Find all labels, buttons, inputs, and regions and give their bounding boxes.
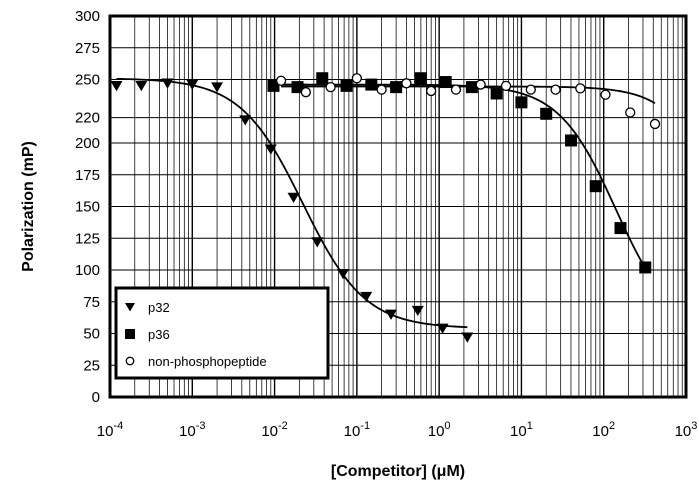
y-tick-label: 75	[83, 294, 100, 311]
fit-curve-0	[116, 77, 468, 329]
data-point-2	[550, 84, 561, 95]
data-point-1	[291, 81, 304, 94]
data-point-2	[376, 84, 387, 95]
data-point-0	[411, 305, 424, 317]
data-point-0	[461, 332, 474, 343]
y-tick-label: 300	[75, 8, 100, 25]
y-axis-label: Polarization (mP)	[20, 141, 37, 272]
data-point-1	[414, 72, 427, 85]
data-point-0	[211, 82, 224, 93]
y-tick-label: 150	[75, 199, 100, 216]
legend-label: p32	[148, 300, 170, 315]
data-point-2	[401, 78, 412, 89]
data-point-1	[316, 72, 329, 85]
legend-label: non-phosphopeptide	[148, 354, 267, 369]
data-point-1	[540, 107, 553, 120]
data-point-2	[351, 73, 363, 84]
data-point-1	[490, 87, 503, 100]
data-point-2	[525, 84, 536, 95]
data-point-0	[360, 291, 373, 303]
data-point-1	[340, 79, 353, 92]
data-point-1	[564, 134, 577, 147]
legend-marker	[125, 356, 135, 366]
x-axis-label: [Competitor] (μM)	[331, 463, 465, 480]
data-point-0	[161, 78, 174, 89]
data-point-0	[186, 79, 199, 90]
y-tick-label: 250	[75, 72, 100, 89]
data-point-2	[275, 75, 287, 86]
legend: p32 p36 non-phosphopeptide	[114, 286, 330, 380]
data-point-0	[264, 144, 277, 155]
data-point-2	[625, 107, 636, 118]
legend-label: p36	[148, 327, 170, 342]
y-tick-label: 100	[75, 262, 100, 279]
legend-marker	[125, 329, 135, 339]
tick-labels: 0 25 50 75 100 125 150 175 200 220 250 275 300 10-4 10…	[75, 8, 697, 440]
legend-item-p36: p36	[125, 327, 170, 342]
data-point-1	[614, 222, 627, 235]
data-point-0	[385, 309, 398, 320]
data-point-0	[239, 115, 252, 126]
x-tick-label: 10-1	[344, 420, 370, 440]
data-point-2	[300, 87, 312, 98]
data-point-0	[311, 237, 324, 248]
data-point-2	[325, 81, 336, 93]
data-point-0	[337, 269, 350, 280]
data-point-1	[589, 180, 602, 193]
y-tick-label: 25	[83, 357, 100, 374]
x-tick-label: 103	[675, 420, 698, 440]
plot-frame	[108, 14, 688, 399]
data-point-0	[135, 81, 148, 92]
data-point-1	[465, 81, 478, 94]
y-tick-label: 275	[75, 40, 100, 57]
data-point-1	[515, 96, 528, 109]
y-tick-label: 125	[75, 230, 100, 247]
x-tick-label: 10-4	[97, 420, 123, 440]
data-point-2	[600, 89, 611, 100]
x-tick-label: 100	[428, 420, 451, 440]
y-tick-label: 220	[75, 110, 100, 127]
data-point-0	[436, 323, 449, 334]
y-tick-label: 0	[92, 389, 100, 406]
x-tick-label: 10-3	[179, 420, 205, 440]
y-tick-label: 50	[83, 326, 100, 343]
fit-curve-1	[273, 83, 647, 269]
x-tick-label: 10-2	[261, 420, 287, 440]
x-tick-label: 101	[510, 420, 533, 440]
data-point-1	[390, 81, 403, 94]
y-tick-label: 175	[75, 167, 100, 184]
data-point-1	[639, 261, 652, 274]
data-markers	[110, 72, 661, 343]
data-point-1	[365, 78, 378, 91]
data-point-2	[649, 118, 661, 130]
data-point-2	[450, 84, 462, 95]
data-point-2	[575, 83, 586, 94]
data-point-0	[287, 192, 300, 204]
legend-item-p32: p32	[125, 300, 170, 315]
legend-box	[114, 286, 330, 380]
data-point-0	[110, 81, 123, 92]
x-tick-label: 102	[592, 420, 615, 440]
data-point-2	[475, 79, 486, 90]
data-point-2	[426, 85, 437, 97]
legend-item-non-phosphopeptide: non-phosphopeptide	[125, 354, 267, 369]
y-tick-label: 200	[75, 135, 100, 152]
data-point-2	[500, 80, 512, 91]
legend-marker	[125, 303, 135, 312]
data-point-1	[439, 76, 452, 89]
